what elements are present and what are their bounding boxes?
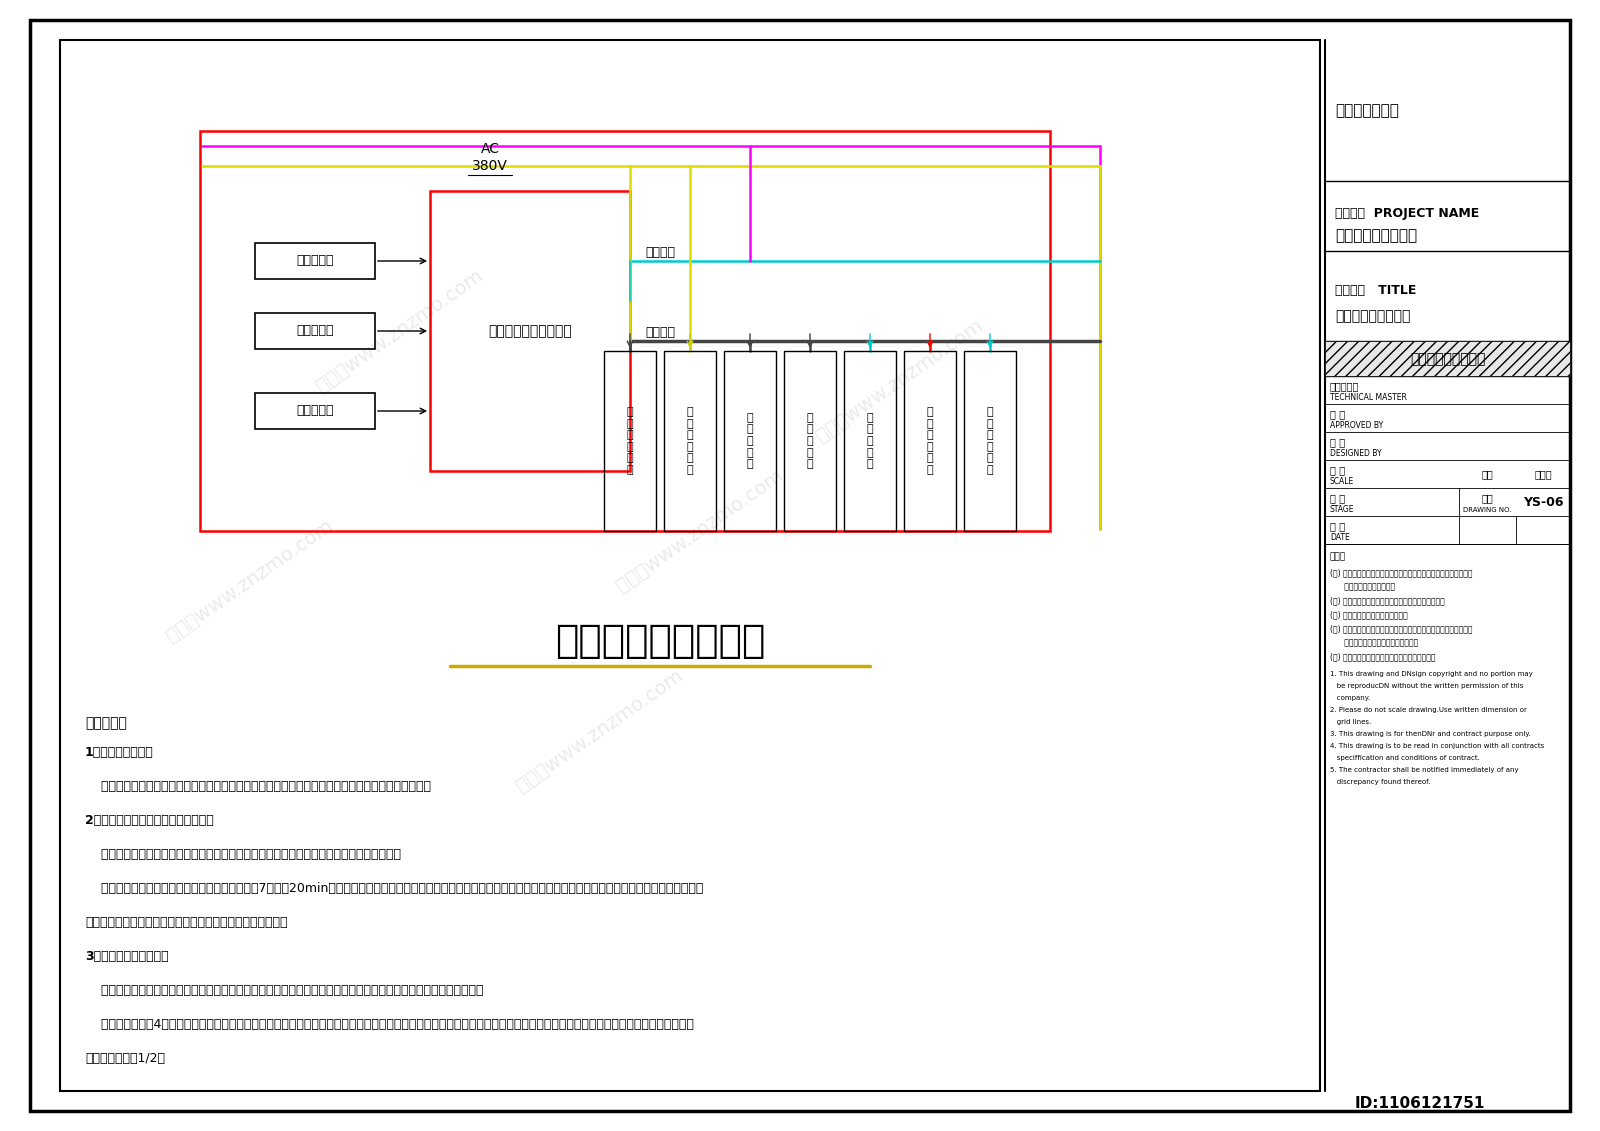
Text: DESIGNED BY: DESIGNED BY [1330,449,1382,458]
Bar [605,351,656,530]
Text: 知乎网www.znzmo.com: 知乎网www.znzmo.com [613,466,787,596]
Text: APPROVED BY: APPROVED BY [1330,421,1384,430]
Text: 电气控制原理示意图: 电气控制原理示意图 [1334,309,1410,323]
Text: STAGE: STAGE [1330,504,1355,513]
Text: 雨水收集与利用系统: 雨水收集与利用系统 [1410,352,1485,366]
Text: company.: company. [1330,696,1370,701]
Text: 知乎网www.znzmo.com: 知乎网www.znzmo.com [314,266,486,396]
Bar [784,351,835,530]
Text: 知乎网www.znzmo.com: 知乎网www.znzmo.com [514,666,686,796]
Text: speciffication and conditions of contract.: speciffication and conditions of contrac… [1330,756,1480,761]
Text: DRAWING NO.: DRAWING NO. [1464,508,1512,513]
Text: 图纸名称   TITLE: 图纸名称 TITLE [1334,285,1416,297]
Text: be reproducDN without the written permission of this: be reproducDN without the written permis… [1330,683,1523,689]
Text: 雨水回收与利用项目: 雨水回收与利用项目 [1334,228,1418,243]
Text: SCALE: SCALE [1330,476,1354,485]
Text: 知乎网www.znzmo.com: 知乎网www.znzmo.com [163,516,338,646]
Text: DATE: DATE [1330,533,1350,542]
Text: 手动控制: 手动控制 [645,327,675,339]
Text: 380V: 380V [472,159,507,173]
Text: 电气控制原理示意图: 电气控制原理示意图 [555,622,765,661]
Text: 设
备
间
排
污
泵: 设 备 间 排 污 泵 [627,407,634,475]
Text: 1、总体控制要求：: 1、总体控制要求： [85,746,154,759]
Text: 项目名称  PROJECT NAME: 项目名称 PROJECT NAME [1334,207,1480,219]
Bar [845,351,896,530]
Text: ID:1106121751: ID:1106121751 [1355,1096,1485,1111]
Text: 设 计: 设 计 [1330,437,1346,447]
Text: 2、蓄水池液位及相关水泵控制要求：: 2、蓄水池液位及相关水泵控制要求： [85,814,214,827]
Text: 给排水: 给排水 [1534,469,1552,480]
Text: 3、回用供水分控制要求: 3、回用供水分控制要求 [85,950,168,962]
Text: 电控柜（雨水控制柜）: 电控柜（雨水控制柜） [488,323,571,338]
Bar [200,131,1050,530]
Text: (五) 承建商如发现有矛盾处，应立即通知本公司。: (五) 承建商如发现有矛盾处，应立即通知本公司。 [1330,651,1435,661]
Text: (三) 此图只供招标及呈批合同之用。: (三) 此图只供招标及呈批合同之用。 [1330,610,1408,619]
Text: 5. The contractor shall be notified immediately of any: 5. The contractor shall be notified imme… [1330,767,1518,772]
Text: 施工说明及合约内列明的各项条件。: 施工说明及合约内列明的各项条件。 [1330,638,1418,647]
Text: 日 期: 日 期 [1330,520,1346,530]
Text: 射
流
曝
气
装
置: 射 流 曝 气 装 置 [926,407,933,475]
Text: 专业: 专业 [1482,469,1493,480]
Text: 图号: 图号 [1482,493,1493,503]
Bar [723,351,776,530]
Text: AC: AC [480,143,499,156]
Bar [254,392,374,429]
Text: 2. Please do not scale drawing.Use written dimension or: 2. Please do not scale drawing.Use writt… [1330,707,1526,713]
Text: discrepancy found thereof.: discrepancy found thereof. [1330,779,1430,785]
Text: 自动控制: 自动控制 [645,247,675,259]
Text: (四) 使用此图时应同时参照建筑图则、结构图则，及其它有关图则、: (四) 使用此图时应同时参照建筑图则、结构图则，及其它有关图则、 [1330,624,1472,633]
Text: 审 核: 审 核 [1330,408,1346,418]
Text: 注意：: 注意： [1330,552,1346,561]
Text: 清水池液位: 清水池液位 [296,405,334,417]
Text: (一) 此设计图纸之版权归本公司所有，非得本公司书面批准，任何部: (一) 此设计图纸之版权归本公司所有，非得本公司书面批准，任何部 [1330,568,1472,577]
Text: 阶 段: 阶 段 [1330,493,1346,503]
Bar [430,191,630,470]
Bar [904,351,957,530]
Bar [254,313,374,349]
Bar [1325,342,1570,375]
Text: 雨
水
提
升
泵: 雨 水 提 升 泵 [747,413,754,469]
Text: 蓄水池一般设低、高两个液位，分别为蓄水池雨水提升泵停泵液位、雨水提升泵启泵液位。: 蓄水池一般设低、高两个液位，分别为蓄水池雨水提升泵停泵液位、雨水提升泵启泵液位。 [85,848,402,861]
Text: 4. This drawing is to be read in conjunction with all contracts: 4. This drawing is to be read in conjunc… [1330,743,1544,749]
Text: 3. This drawing is for thenDNr and contract purpose only.: 3. This drawing is for thenDNr and contr… [1330,731,1531,737]
Text: 1. This drawing and DNsign copyright and no portion may: 1. This drawing and DNsign copyright and… [1330,671,1533,677]
Text: 技术出图专用章: 技术出图专用章 [1334,103,1398,118]
Text: 回用供水泵由雨水控制柜控制，根据水压变化自动调节转速；清水池低液位时，水泵关闭；变频柜由主电控柜供电。: 回用供水泵由雨水控制柜控制，根据水压变化自动调节转速；清水池低液位时，水泵关闭；… [85,984,483,998]
Text: 回
用
供
水
泵: 回 用 供 水 泵 [806,413,813,469]
Bar [664,351,717,530]
Text: YS-06: YS-06 [1523,495,1563,509]
Text: 蓄水池排污泵根据时间和液位控制，初步设定每7天开启20min，同时受蓄水池中液位的控制，低液位停泵；雨水提升泵的启停由蓄水池液位控制，低液位时水泵关闭，高液位时: 蓄水池排污泵根据时间和液位控制，初步设定每7天开启20min，同时受蓄水池中液位… [85,882,704,895]
Text: grid lines.: grid lines. [1330,719,1371,725]
Text: 比 例: 比 例 [1330,465,1346,475]
Text: 水池有效水深的1/2。: 水池有效水深的1/2。 [85,1052,165,1065]
Text: 蓄
水
池
排
污
泵: 蓄 水 池 排 污 泵 [686,407,693,475]
Text: 设备间液位: 设备间液位 [296,254,334,268]
Text: 水泵开启；注意当清水池内达到高液位时，雨水提升泵关闭。: 水泵开启；注意当清水池内达到高液位时，雨水提升泵关闭。 [85,916,288,929]
Text: 清水池一般设置4个液位信号，低液位时，供水设备停泵；中低液位时，自来水补水阀打开；中液位时，自来水补水阀关闭；高液位时，关闭雨水提升泵。在雨季，中液位应低于清: 清水池一般设置4个液位信号，低液位时，供水设备停泵；中低液位时，自来水补水阀打开… [85,1018,694,1031]
Text: 专业负责人: 专业负责人 [1330,381,1360,391]
Text: 蓄水池液位: 蓄水池液位 [296,325,334,337]
Text: 知乎网www.znzmo.com: 知乎网www.znzmo.com [813,316,987,446]
Bar [254,243,374,279]
Text: (二) 切勿以此图量度此图，一切使图内数字所示为准。: (二) 切勿以此图量度此图，一切使图内数字所示为准。 [1330,596,1445,605]
Text: 紫
外
线
消
毒
器: 紫 外 线 消 毒 器 [987,407,994,475]
Text: 份不得随意抄写或复制。: 份不得随意抄写或复制。 [1330,582,1395,592]
Text: 所有设备（单独）具备手动和自动控制功能，故障声光报警并自动将备用设备（如果有）投入运行。: 所有设备（单独）具备手动和自动控制功能，故障声光报警并自动将备用设备（如果有）投… [85,780,430,793]
Bar [61,40,1320,1091]
Bar [963,351,1016,530]
Text: 补
水
电
磁
阀: 补 水 电 磁 阀 [867,413,874,469]
Text: 控制要求：: 控制要求： [85,716,126,729]
Text: TECHNICAL MASTER: TECHNICAL MASTER [1330,392,1406,402]
